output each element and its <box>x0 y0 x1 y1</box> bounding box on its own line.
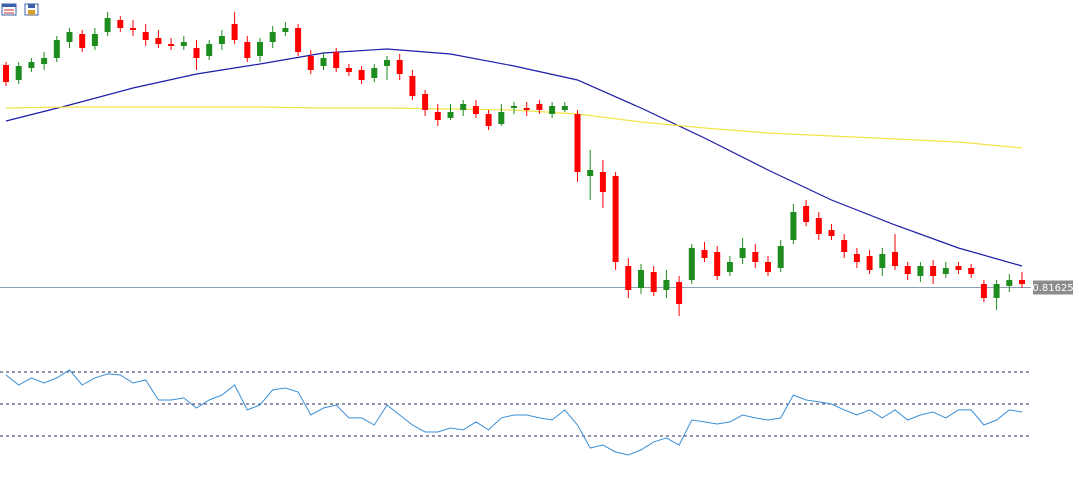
candle-body <box>117 20 124 28</box>
candle-body <box>803 206 810 222</box>
candle-body <box>739 248 746 258</box>
candle-body <box>815 218 822 234</box>
candle-body <box>295 28 302 52</box>
candle-body <box>574 114 581 172</box>
candle-body <box>91 34 98 46</box>
candle-body <box>409 76 416 96</box>
candle-body <box>549 106 556 114</box>
candle-body <box>206 44 213 56</box>
candle-body <box>142 32 149 40</box>
price-label: 0.81625 <box>1032 283 1073 294</box>
candle-body <box>790 212 797 240</box>
candle-body <box>15 66 22 80</box>
candle-body <box>892 252 898 266</box>
candle-body <box>79 34 86 48</box>
toolbar-icons <box>1 3 39 16</box>
candle-body <box>765 262 771 272</box>
candle-body <box>1019 280 1025 284</box>
candle-body <box>422 94 429 110</box>
candle-body <box>612 176 619 262</box>
candle-body <box>282 28 289 32</box>
candle-body <box>472 106 479 114</box>
candle-body <box>155 38 162 44</box>
candle-body <box>828 230 835 236</box>
candle-body <box>333 52 340 68</box>
oscillator-line <box>5 369 1023 456</box>
candle-body <box>345 68 352 72</box>
candle-body <box>53 40 60 58</box>
candle-body <box>752 252 759 262</box>
candle-body <box>244 42 251 58</box>
candle-body <box>599 172 606 192</box>
candle-body <box>688 248 695 280</box>
candle-body <box>536 104 543 110</box>
candle-body <box>307 56 314 70</box>
candle-body <box>371 68 378 78</box>
candle-body <box>257 42 263 56</box>
candle-body <box>879 254 886 268</box>
candle-body <box>587 170 594 176</box>
candle-body <box>841 240 848 252</box>
candle-body <box>130 28 136 30</box>
candle-body <box>218 36 225 44</box>
price-label-box <box>1033 280 1073 295</box>
save-icon-part <box>28 10 35 15</box>
list-icon-bar <box>2 4 16 7</box>
candle-body <box>485 114 492 126</box>
candle-body <box>904 266 911 274</box>
candle-body <box>942 268 949 274</box>
candle-body <box>663 280 670 290</box>
candle-body <box>917 266 924 276</box>
candle-body <box>714 252 721 276</box>
candle-body <box>3 65 9 82</box>
candle-body <box>930 266 937 276</box>
candle-body <box>384 60 390 66</box>
candle-body <box>726 262 733 272</box>
candle-body <box>434 112 441 120</box>
candle-body <box>561 106 568 110</box>
candle-body <box>866 256 873 270</box>
candle-body <box>41 58 48 64</box>
candle-body <box>193 48 200 58</box>
candle-body <box>968 268 975 274</box>
candle-body <box>447 112 454 118</box>
candle-body <box>66 32 73 42</box>
candle-body <box>460 104 467 110</box>
candle-body <box>231 24 238 40</box>
candle-body <box>523 108 530 110</box>
candle-body <box>269 32 276 42</box>
candle-body <box>701 250 708 258</box>
candle-body <box>853 254 860 262</box>
candle-body <box>396 60 403 74</box>
candle-body <box>320 58 327 66</box>
candle-body <box>955 266 962 270</box>
candle-body <box>180 42 187 46</box>
candle-body <box>168 44 175 46</box>
candle-body <box>650 272 657 292</box>
candle-body <box>625 266 632 290</box>
candle-body <box>1006 280 1013 286</box>
candle-body <box>498 112 505 124</box>
candle-body <box>980 284 987 298</box>
candle-body <box>104 18 111 32</box>
candle-body <box>777 246 784 268</box>
moving-average <box>5 48 1023 267</box>
candle-body <box>28 62 35 68</box>
save-icon-part <box>28 4 35 8</box>
candle-body <box>993 284 1000 298</box>
candle-body <box>638 270 644 288</box>
candle-body <box>676 282 683 304</box>
candle-body <box>358 70 365 80</box>
candle-body <box>511 106 517 108</box>
